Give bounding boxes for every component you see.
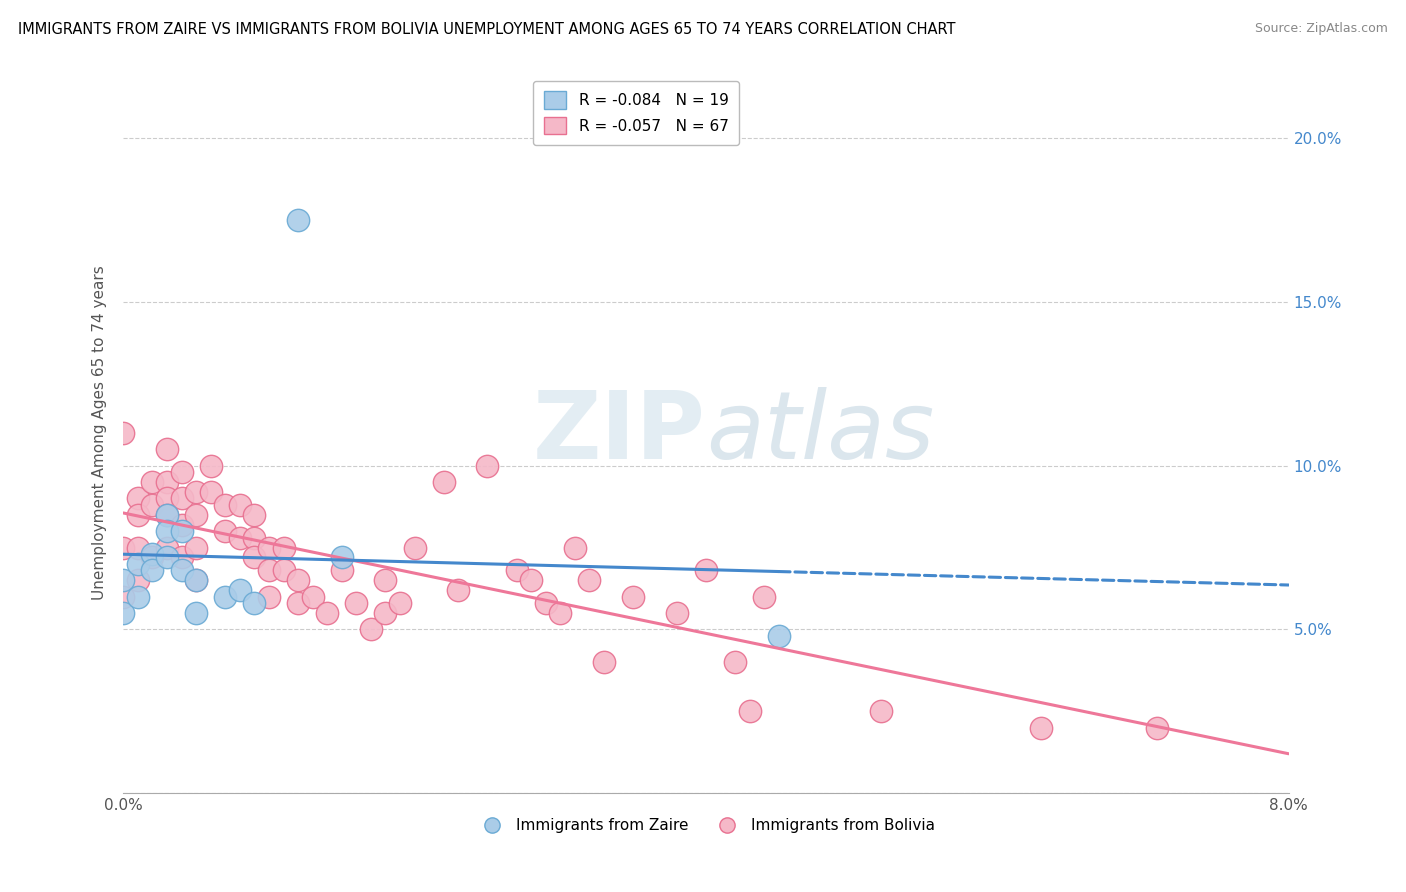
Point [184, 508, 207, 522]
Point [360, 623, 382, 637]
Point [229, 531, 252, 545]
Point [229, 498, 252, 512]
Point [243, 508, 266, 522]
Point [112, 590, 135, 604]
Point [257, 541, 280, 555]
Point [665, 606, 688, 620]
Point [184, 606, 207, 620]
Point [243, 531, 266, 545]
Point [127, 541, 149, 555]
Point [214, 590, 236, 604]
Point [738, 704, 761, 718]
Point [301, 590, 323, 604]
Text: Source: ZipAtlas.com: Source: ZipAtlas.com [1254, 22, 1388, 36]
Point [724, 655, 747, 669]
Point [156, 524, 179, 538]
Point [141, 547, 163, 561]
Point [229, 583, 252, 598]
Point [257, 590, 280, 604]
Point [127, 491, 149, 506]
Point [170, 550, 193, 565]
Point [548, 606, 571, 620]
Point [505, 564, 527, 578]
Point [170, 491, 193, 506]
Text: ZIP: ZIP [533, 387, 706, 479]
Point [564, 541, 586, 555]
Point [374, 574, 396, 588]
Point [578, 574, 600, 588]
Text: IMMIGRANTS FROM ZAIRE VS IMMIGRANTS FROM BOLIVIA UNEMPLOYMENT AMONG AGES 65 TO 7: IMMIGRANTS FROM ZAIRE VS IMMIGRANTS FROM… [18, 22, 956, 37]
Point [127, 557, 149, 571]
Point [184, 484, 207, 499]
Point [141, 475, 163, 489]
Text: atlas: atlas [706, 387, 934, 478]
Point [127, 590, 149, 604]
Point [1029, 721, 1052, 735]
Point [141, 550, 163, 565]
Point [156, 491, 179, 506]
Point [273, 541, 295, 555]
Point [534, 596, 557, 610]
Point [477, 458, 499, 473]
Point [141, 498, 163, 512]
Point [273, 564, 295, 578]
Point [695, 564, 717, 578]
Point [287, 574, 309, 588]
Point [754, 590, 776, 604]
Point [170, 517, 193, 532]
Y-axis label: Unemployment Among Ages 65 to 74 years: Unemployment Among Ages 65 to 74 years [93, 266, 107, 600]
Point [389, 596, 412, 610]
Point [127, 574, 149, 588]
Point [257, 564, 280, 578]
Point [156, 550, 179, 565]
Point [869, 704, 891, 718]
Point [184, 574, 207, 588]
Point [184, 541, 207, 555]
Point [170, 465, 193, 479]
Point [156, 475, 179, 489]
Point [330, 550, 353, 565]
Point [156, 508, 179, 522]
Point [243, 550, 266, 565]
Point [1146, 721, 1168, 735]
Point [170, 564, 193, 578]
Point [156, 442, 179, 457]
Point [127, 508, 149, 522]
Point [170, 524, 193, 538]
Point [112, 574, 135, 588]
Point [447, 583, 470, 598]
Legend: Immigrants from Zaire, Immigrants from Bolivia: Immigrants from Zaire, Immigrants from B… [471, 812, 942, 839]
Point [214, 498, 236, 512]
Point [344, 596, 367, 610]
Point [184, 574, 207, 588]
Point [112, 425, 135, 440]
Point [593, 655, 616, 669]
Point [287, 213, 309, 227]
Point [112, 541, 135, 555]
Point [156, 508, 179, 522]
Point [330, 564, 353, 578]
Point [243, 596, 266, 610]
Point [287, 596, 309, 610]
Point [433, 475, 456, 489]
Point [200, 484, 222, 499]
Point [112, 606, 135, 620]
Point [404, 541, 426, 555]
Point [200, 458, 222, 473]
Point [141, 564, 163, 578]
Point [768, 629, 790, 643]
Point [520, 574, 543, 588]
Point [374, 606, 396, 620]
Point [156, 541, 179, 555]
Point [621, 590, 644, 604]
Point [316, 606, 339, 620]
Point [214, 524, 236, 538]
